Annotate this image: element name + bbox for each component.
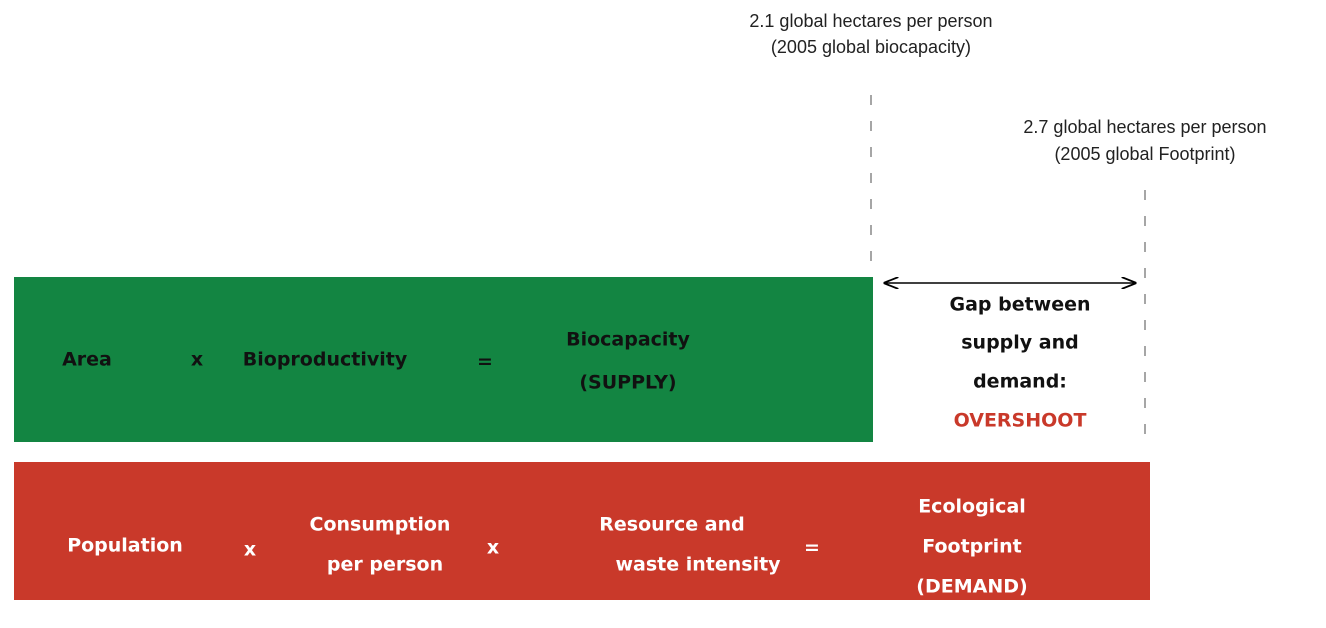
gap-highlight: OVERSHOOT <box>954 410 1087 432</box>
term: Biocapacity <box>566 329 690 351</box>
term: Footprint <box>922 536 1022 558</box>
term: (DEMAND) <box>916 576 1027 598</box>
term: per person <box>327 554 443 576</box>
term: Resource and <box>599 514 745 536</box>
term: Bioproductivity <box>243 349 408 371</box>
operator: x <box>487 537 499 559</box>
term: Ecological <box>918 496 1026 518</box>
operator: x <box>244 539 256 561</box>
term: Area <box>62 349 112 371</box>
gap-label: demand: <box>973 371 1067 393</box>
supply-bar <box>14 277 873 442</box>
marker-label: (2005 global Footprint) <box>1054 144 1235 164</box>
marker-label: (2005 global biocapacity) <box>771 37 971 57</box>
gap-label: supply and <box>961 332 1079 354</box>
term: Consumption <box>310 514 451 536</box>
term: waste intensity <box>615 554 781 576</box>
operator: = <box>804 537 820 559</box>
operator: x <box>191 349 203 371</box>
term: Population <box>67 535 183 557</box>
operator: = <box>477 351 493 373</box>
marker-label: 2.7 global hectares per person <box>1023 117 1266 137</box>
marker-label: 2.1 global hectares per person <box>749 11 992 31</box>
gap-label: Gap between <box>949 294 1090 316</box>
term: (SUPPLY) <box>579 372 676 394</box>
demand-bar <box>14 462 1150 600</box>
